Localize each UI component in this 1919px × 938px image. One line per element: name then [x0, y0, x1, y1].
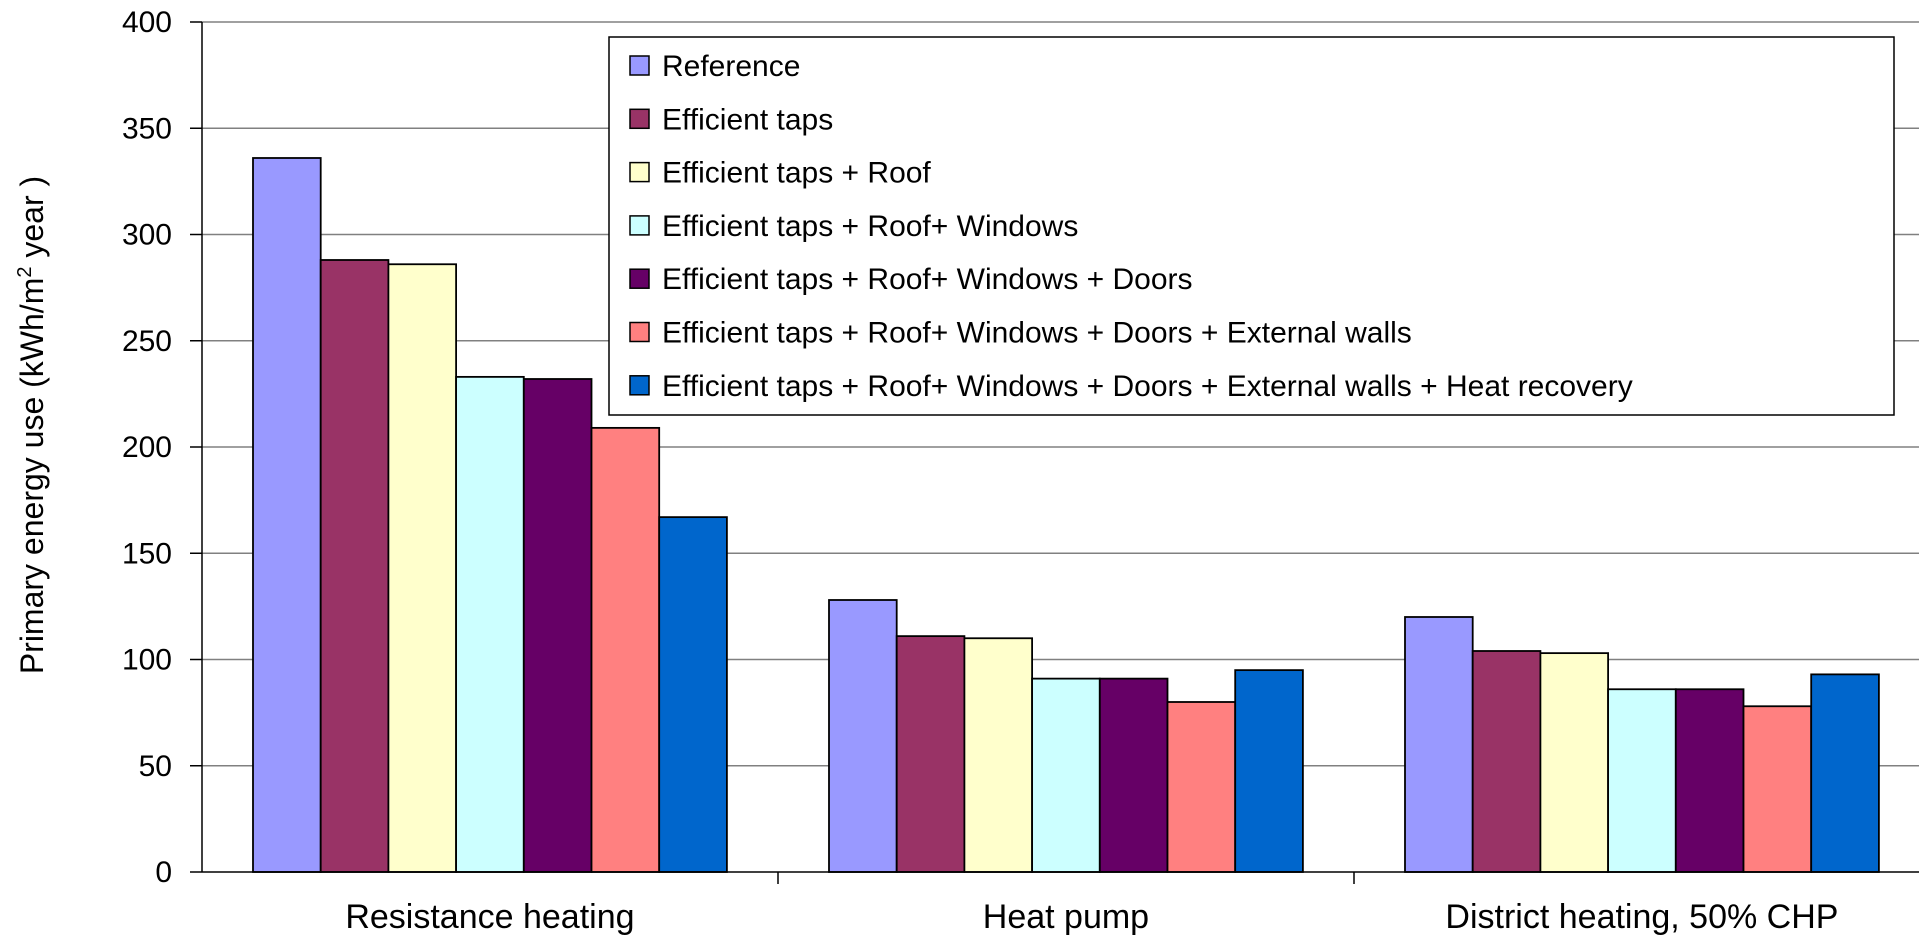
- y-tick-label: 0: [155, 856, 172, 889]
- y-axis-label: Primary energy use (kWh/m2 year ): [14, 176, 50, 674]
- bar: [1031, 677, 1101, 873]
- legend-swatch: [629, 161, 650, 183]
- bar: [1539, 652, 1610, 873]
- bar: [1810, 673, 1880, 873]
- y-tick-label: 50: [139, 750, 172, 783]
- bar: [1607, 688, 1677, 873]
- y-tick-label: 400: [122, 6, 172, 39]
- bar: [1674, 688, 1745, 873]
- bar: [1234, 669, 1304, 873]
- legend: Reference Efficient taps Efficient taps + …: [608, 36, 1895, 416]
- bar: [1471, 650, 1542, 873]
- legend-entry-label: Efficient taps + Roof+ Windows + Doors: [662, 263, 1193, 296]
- legend-swatch: [629, 375, 650, 396]
- bar: [455, 375, 525, 873]
- x-category-labels: Resistance heating Heat pump District heat…: [345, 898, 1838, 936]
- bar: [252, 157, 322, 873]
- legend-entry-label: Efficient taps: [662, 103, 833, 136]
- y-tick-label: 350: [122, 112, 172, 145]
- y-axis-label-tail: year ): [14, 176, 50, 267]
- legend-entry-label: Reference: [662, 50, 800, 83]
- bar: [1742, 705, 1813, 873]
- legend-box: [608, 36, 1895, 416]
- bar: [319, 259, 390, 873]
- bar: [828, 599, 898, 873]
- x-category-label: District heating, 50% CHP: [1445, 898, 1838, 936]
- x-category-label: Heat pump: [983, 898, 1149, 936]
- x-category-label: Resistance heating: [345, 898, 634, 936]
- bars: [252, 157, 1880, 873]
- legend-entry-label: Efficient taps + Roof+ Windows + Doors +…: [662, 317, 1412, 350]
- y-tick-label: 250: [122, 325, 172, 358]
- bar: [1098, 677, 1169, 873]
- bar: [522, 378, 593, 873]
- legend-entry-label: Efficient taps + Roof: [662, 157, 931, 190]
- bar: [387, 263, 457, 873]
- legend-entry-label: Efficient taps + Roof+ Windows: [662, 210, 1078, 243]
- legend-swatch: [629, 108, 650, 130]
- y-axis-label-superscript: 2: [14, 267, 36, 278]
- axes: [190, 21, 1919, 884]
- bar: [1166, 701, 1237, 873]
- bar: [658, 516, 728, 873]
- y-tick-label: 200: [122, 431, 172, 464]
- bar: [963, 637, 1034, 873]
- legend-swatch: [629, 55, 650, 76]
- y-tick-label: 300: [122, 219, 172, 252]
- legend-swatch: [629, 321, 650, 343]
- legend-swatch: [629, 215, 650, 236]
- legend-swatch: [629, 268, 650, 289]
- y-tick-labels: 0 50 100 150 200 250 300 350 400: [122, 6, 172, 889]
- bar: [1404, 616, 1474, 873]
- bar: [895, 635, 966, 873]
- legend-entry-label: Efficient taps + Roof+ Windows + Doors +…: [662, 370, 1633, 403]
- y-tick-label: 100: [122, 644, 172, 677]
- y-axis-label-main: Primary energy use (kWh/m: [14, 278, 50, 675]
- bar: [590, 426, 661, 873]
- y-tick-label: 150: [122, 537, 172, 570]
